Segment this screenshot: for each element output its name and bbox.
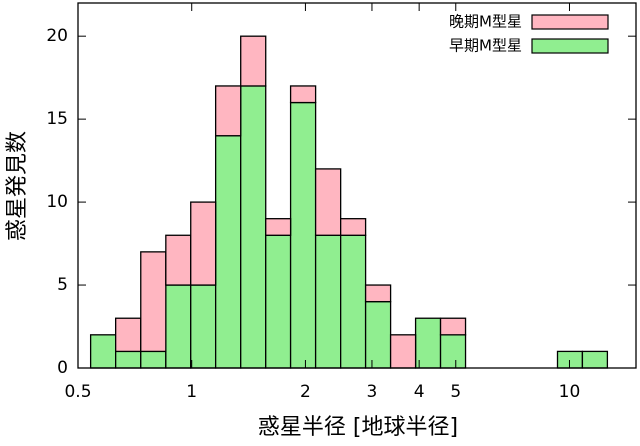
bar (439, 317, 467, 336)
bar (115, 317, 142, 353)
bar (165, 284, 192, 369)
x-tick-label: 1 (186, 382, 197, 402)
bar (314, 168, 342, 236)
bar (190, 284, 217, 369)
bar (439, 334, 467, 369)
legend-label: 晚期M型星 (449, 13, 522, 31)
legend-swatch (531, 38, 609, 54)
bar (389, 334, 417, 369)
y-tick-label: 5 (57, 275, 68, 295)
bar (340, 234, 367, 369)
bar (140, 350, 167, 369)
bar (140, 251, 167, 353)
bar (340, 218, 367, 236)
x-tick-label: 4 (414, 382, 425, 402)
y-tick-label: 10 (46, 192, 68, 212)
bar (581, 350, 609, 369)
bar (214, 135, 242, 369)
legend-swatch (531, 14, 609, 30)
bar (89, 334, 117, 369)
bar (265, 234, 292, 369)
y-tick-label: 20 (46, 26, 68, 46)
bar (165, 234, 192, 286)
x-axis-label: 惑星半径 [地球半径] (258, 415, 458, 440)
bar (240, 35, 267, 87)
bar (289, 85, 317, 104)
y-tick-label: 0 (57, 358, 68, 378)
bar (289, 101, 317, 369)
y-axis-label: 惑星発見数 (5, 131, 30, 241)
y-tick-label: 15 (46, 109, 68, 129)
bar (240, 85, 267, 369)
bar (364, 300, 392, 369)
bar (364, 284, 392, 303)
x-tick-label: 2 (300, 382, 311, 402)
bar (214, 85, 242, 137)
x-tick-label: 10 (559, 382, 581, 402)
legend-label: 早期M型星 (449, 37, 522, 55)
x-tick-label: 0.5 (64, 382, 91, 402)
plot-frame (77, 2, 637, 369)
x-tick-label: 5 (450, 382, 461, 402)
bar (115, 350, 142, 369)
bar (314, 234, 342, 369)
x-tick-label: 3 (367, 382, 378, 402)
bar (265, 218, 292, 236)
bar (190, 201, 217, 286)
